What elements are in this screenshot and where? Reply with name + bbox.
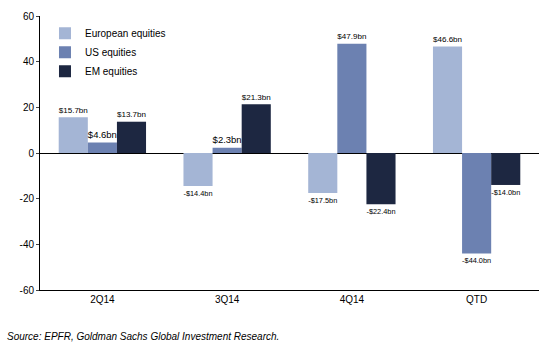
svg-text:Source: EPFR, Goldman Sachs Gl: Source: EPFR, Goldman Sachs Global Inves… (7, 331, 279, 342)
svg-text:$2.3bn: $2.3bn (213, 134, 242, 145)
svg-text:$46.6bn: $46.6bn (433, 35, 462, 44)
svg-text:-$17.5bn: -$17.5bn (308, 196, 337, 205)
svg-text:EM equities: EM equities (85, 66, 137, 77)
svg-text:0: 0 (28, 148, 34, 159)
svg-text:-$22.4bn: -$22.4bn (366, 207, 395, 216)
svg-text:European equities: European equities (85, 28, 166, 39)
svg-text:20: 20 (23, 102, 35, 113)
svg-text:-40: -40 (20, 239, 35, 250)
svg-text:60: 60 (23, 11, 35, 22)
svg-text:-$14.4bn: -$14.4bn (183, 189, 212, 198)
svg-text:US equities: US equities (85, 47, 136, 58)
svg-text:$47.9bn: $47.9bn (337, 32, 366, 41)
svg-text:$21.3bn: $21.3bn (242, 93, 271, 102)
svg-text:40: 40 (23, 56, 35, 67)
svg-text:$13.7bn: $13.7bn (117, 110, 146, 119)
svg-text:-60: -60 (20, 285, 35, 296)
svg-text:-$14.0bn: -$14.0bn (491, 188, 520, 197)
svg-text:-20: -20 (20, 193, 35, 204)
svg-text:QTD: QTD (466, 294, 487, 305)
svg-text:4Q14: 4Q14 (340, 294, 365, 305)
svg-text:$15.7bn: $15.7bn (59, 106, 88, 115)
svg-text:$4.6bn: $4.6bn (88, 129, 117, 140)
svg-text:-$44.0bn: -$44.0bn (462, 256, 491, 265)
svg-text:3Q14: 3Q14 (215, 294, 240, 305)
svg-text:2Q14: 2Q14 (90, 294, 115, 305)
